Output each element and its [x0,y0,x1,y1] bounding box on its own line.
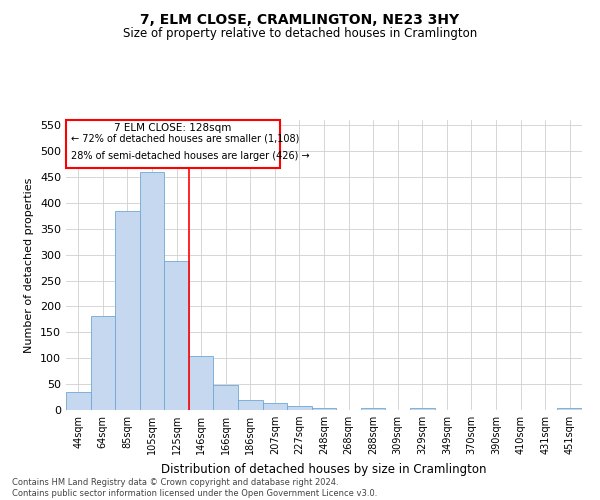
Bar [361,408,385,410]
Bar [115,210,140,410]
Text: Size of property relative to detached houses in Cramlington: Size of property relative to detached ho… [123,28,477,40]
Text: ← 72% of detached houses are smaller (1,108): ← 72% of detached houses are smaller (1,… [71,133,299,143]
Bar [91,316,115,410]
Bar [557,408,582,410]
Text: 28% of semi-detached houses are larger (426) →: 28% of semi-detached houses are larger (… [71,151,310,161]
Bar [287,406,312,410]
Bar [238,400,263,410]
FancyBboxPatch shape [66,120,280,168]
Bar [164,262,189,410]
Bar [140,172,164,410]
Bar [312,408,336,410]
Bar [263,404,287,410]
Text: Contains HM Land Registry data © Crown copyright and database right 2024.
Contai: Contains HM Land Registry data © Crown c… [12,478,377,498]
Y-axis label: Number of detached properties: Number of detached properties [25,178,34,352]
Bar [66,392,91,410]
Bar [189,356,214,410]
Text: 7 ELM CLOSE: 128sqm: 7 ELM CLOSE: 128sqm [115,123,232,133]
X-axis label: Distribution of detached houses by size in Cramlington: Distribution of detached houses by size … [161,462,487,475]
Text: 7, ELM CLOSE, CRAMLINGTON, NE23 3HY: 7, ELM CLOSE, CRAMLINGTON, NE23 3HY [140,12,460,26]
Bar [410,408,434,410]
Bar [214,385,238,410]
